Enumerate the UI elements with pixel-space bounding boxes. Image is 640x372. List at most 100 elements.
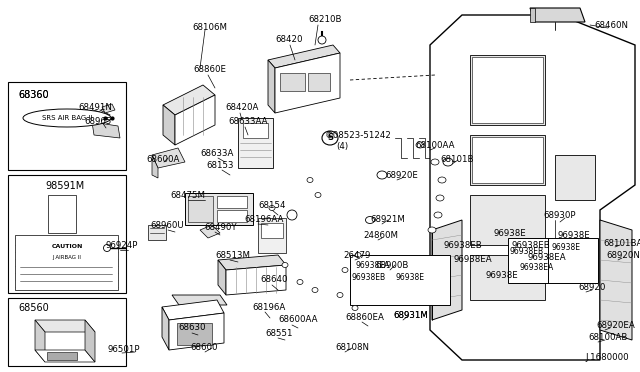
Text: 68420A: 68420A (225, 103, 259, 112)
Polygon shape (200, 225, 220, 238)
Polygon shape (172, 295, 227, 305)
Bar (185, 193, 253, 225)
Text: 68196AA: 68196AA (244, 215, 284, 224)
Text: 68633A: 68633A (200, 148, 234, 157)
Polygon shape (268, 45, 340, 68)
Text: 68931M: 68931M (393, 311, 428, 320)
Polygon shape (530, 8, 585, 22)
Text: 68860E: 68860E (193, 65, 226, 74)
Ellipse shape (269, 205, 275, 211)
Polygon shape (218, 255, 286, 270)
Text: 68108N: 68108N (335, 343, 369, 353)
Text: 68153: 68153 (206, 161, 234, 170)
Text: J AIRBAG II: J AIRBAG II (52, 256, 81, 260)
Ellipse shape (282, 263, 288, 267)
Text: (4): (4) (336, 142, 348, 151)
Text: 24860M: 24860M (363, 231, 398, 241)
Polygon shape (35, 320, 45, 362)
Text: 68633AA: 68633AA (228, 118, 268, 126)
Polygon shape (258, 218, 286, 253)
Bar (8, 82, 126, 170)
Text: 96938EB: 96938EB (352, 273, 386, 282)
Ellipse shape (315, 192, 321, 198)
Polygon shape (472, 57, 543, 123)
Ellipse shape (428, 227, 436, 233)
Polygon shape (169, 313, 224, 350)
Ellipse shape (355, 253, 361, 257)
Text: 68491N: 68491N (78, 103, 112, 112)
Text: 26479: 26479 (343, 251, 371, 260)
Polygon shape (275, 53, 340, 113)
Text: 96938EA: 96938EA (453, 256, 492, 264)
Polygon shape (85, 320, 95, 362)
Text: 96938EB: 96938EB (512, 241, 551, 250)
Polygon shape (163, 85, 215, 115)
Bar (308, 73, 330, 91)
Text: 68196A: 68196A (252, 304, 285, 312)
Ellipse shape (322, 131, 338, 145)
Polygon shape (148, 225, 166, 240)
Text: SRS AIR BAG II: SRS AIR BAG II (42, 115, 92, 121)
Polygon shape (162, 300, 224, 320)
Text: 98591M: 98591M (45, 181, 84, 191)
Ellipse shape (434, 212, 442, 218)
Bar (217, 196, 247, 208)
Polygon shape (472, 137, 543, 183)
Bar (280, 73, 305, 91)
Polygon shape (162, 307, 169, 350)
Text: 68640: 68640 (260, 276, 287, 285)
Ellipse shape (342, 267, 348, 273)
Text: 68920EA: 68920EA (596, 321, 635, 330)
Bar (508, 238, 598, 283)
Bar (238, 118, 273, 168)
Polygon shape (470, 135, 545, 185)
Text: 68513M: 68513M (215, 251, 250, 260)
Polygon shape (102, 104, 115, 113)
Text: 68101B: 68101B (440, 155, 474, 164)
Text: 68930P: 68930P (543, 212, 575, 221)
Text: 68210B: 68210B (308, 16, 342, 25)
Bar (8, 175, 126, 293)
Text: 68360: 68360 (18, 90, 49, 100)
Ellipse shape (307, 177, 313, 183)
Ellipse shape (312, 288, 318, 292)
Ellipse shape (287, 210, 297, 220)
Text: 68860EA: 68860EA (345, 314, 384, 323)
Bar (350, 255, 450, 305)
Text: 96938EA: 96938EA (355, 260, 389, 269)
Ellipse shape (337, 292, 343, 298)
Text: 96938E: 96938E (486, 270, 519, 279)
Polygon shape (268, 60, 275, 113)
Text: 68100AB: 68100AB (588, 334, 627, 343)
Text: ©08523-51242: ©08523-51242 (325, 131, 392, 140)
Ellipse shape (352, 305, 358, 311)
Text: 68475M: 68475M (170, 192, 205, 201)
Ellipse shape (104, 244, 111, 251)
Bar (8, 298, 126, 366)
Text: 68490Y: 68490Y (204, 224, 237, 232)
Text: J.1680000: J.1680000 (585, 353, 628, 362)
Polygon shape (430, 15, 635, 360)
Text: 96938E: 96938E (493, 228, 525, 237)
Text: 68965: 68965 (84, 116, 111, 125)
Text: 96501P: 96501P (107, 346, 140, 355)
Text: 68900B: 68900B (375, 260, 408, 269)
Bar (243, 123, 268, 138)
Bar (177, 323, 212, 345)
Polygon shape (600, 220, 632, 340)
Text: 68360: 68360 (18, 90, 49, 100)
Ellipse shape (438, 177, 446, 183)
Text: 96938EA: 96938EA (520, 263, 554, 273)
Text: 96938E: 96938E (395, 273, 424, 282)
Text: 68921M: 68921M (370, 215, 405, 224)
Polygon shape (432, 220, 462, 320)
Text: 68960U: 68960U (150, 221, 184, 231)
Ellipse shape (318, 36, 326, 44)
Polygon shape (470, 255, 545, 300)
Text: 68600A: 68600A (146, 155, 179, 164)
Ellipse shape (297, 279, 303, 285)
Text: 68600: 68600 (190, 343, 218, 353)
Text: 68101BA: 68101BA (603, 238, 640, 247)
Text: 68106M: 68106M (192, 22, 227, 32)
Polygon shape (530, 8, 535, 22)
